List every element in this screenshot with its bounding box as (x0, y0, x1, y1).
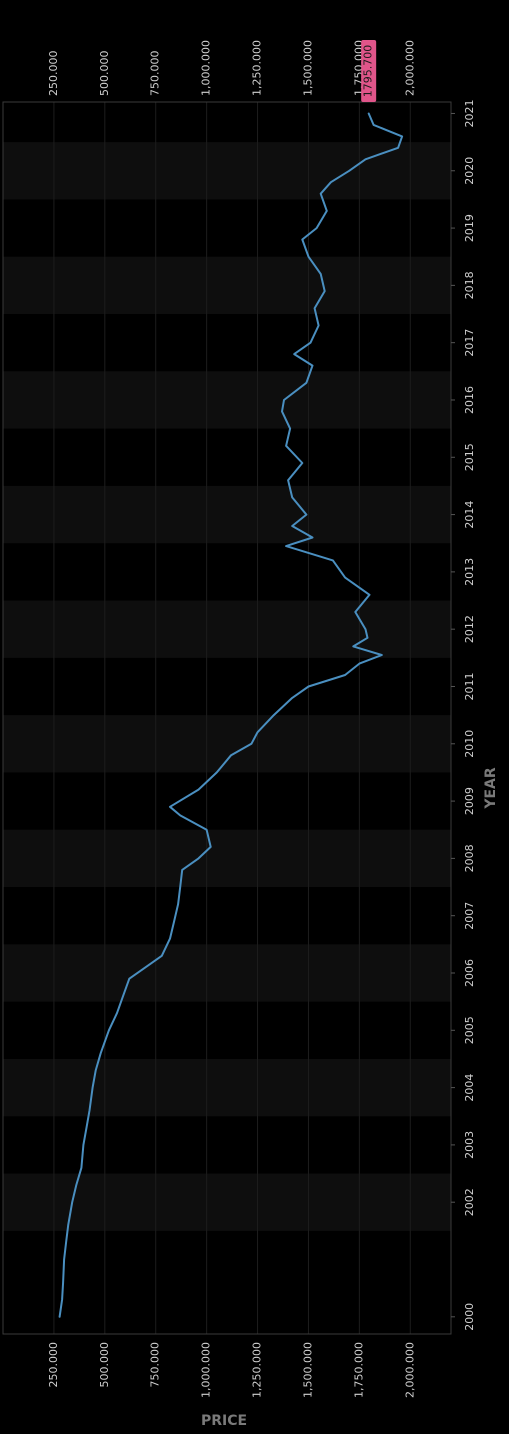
year-tick-label: 2015 (463, 443, 476, 471)
year-band (3, 600, 451, 658)
grid-lines (53, 102, 411, 1334)
year-tick-label: 2008 (463, 844, 476, 872)
price-tick-label-bottom: 250.000 (47, 1342, 60, 1388)
x-axis-title: YEAR (483, 767, 499, 810)
year-tick-label: 2014 (463, 501, 476, 529)
year-band (3, 1173, 451, 1231)
year-tick-label: 2010 (463, 730, 476, 758)
price-tick-label-top: 1,000.000 (200, 40, 213, 96)
year-band (3, 485, 451, 544)
year-tick-label: 2003 (463, 1131, 476, 1159)
year-tick-label: 2017 (463, 329, 476, 357)
year-tick-label: 2006 (463, 959, 476, 987)
price-series-line (58, 112, 404, 1318)
price-tick-label-bottom: 750.000 (149, 1342, 162, 1388)
year-tick-label: 2018 (463, 271, 476, 299)
year-tick-label: 2013 (463, 558, 476, 586)
year-tick-label: 2016 (463, 386, 476, 414)
current-price-badge-bg (361, 40, 377, 102)
price-tick-label-top: 1,500.000 (301, 40, 314, 96)
price-tick-label-top: 750.000 (149, 51, 162, 97)
series-layer (58, 112, 404, 1318)
price-tick-label-bottom: 1,000.000 (200, 1342, 213, 1398)
current-price-badge-label: 1795.700 (362, 45, 375, 98)
year-tick-label: 2000 (463, 1303, 476, 1331)
price-tick-label-bottom: 2,000.000 (403, 1342, 416, 1398)
year-tick-label: 2012 (463, 615, 476, 643)
year-band (3, 829, 451, 888)
plot-frame (2, 101, 452, 1335)
price-tick-label-top: 2,000.000 (403, 40, 416, 96)
year-tick-label: 2011 (463, 672, 476, 700)
year-band (3, 944, 451, 1002)
year-tick-label: 2021 (463, 99, 476, 127)
price-tick-label-bottom: 1,500.000 (301, 1342, 314, 1398)
price-tick-label-bottom: 1,750.000 (352, 1342, 365, 1398)
year-tick-label: 2002 (463, 1188, 476, 1216)
y-axis-title: PRICE (201, 1413, 247, 1429)
year-tick-label: 2019 (463, 214, 476, 242)
year-tick-labels: 2000 2002 2003 2004 2005 2006 2007 2008 2009 2010… (451, 99, 476, 1331)
year-tick-label: 2005 (463, 1016, 476, 1044)
price-tick-labels-bottom: 250.000 500.000 750.000 1,000.000 1,250.000 1… (47, 1342, 416, 1398)
current-price-badge: 1795.700 (361, 40, 377, 102)
price-tick-label-top: 250.000 (47, 51, 60, 96)
year-band (3, 371, 451, 429)
year-tick-label: 2009 (463, 787, 476, 815)
year-band (3, 256, 451, 315)
year-tick-label: 2004 (463, 1074, 476, 1102)
year-tick-label: 2007 (463, 902, 476, 930)
year-band (3, 715, 451, 773)
price-tick-label-bottom: 500.000 (98, 1342, 111, 1388)
year-band (3, 142, 451, 200)
year-bands (3, 142, 451, 1231)
year-band (3, 1058, 451, 1117)
price-tick-label-top: 1,250.000 (251, 40, 264, 96)
price-tick-label-top: 500.000 (98, 51, 111, 96)
price-tick-label-bottom: 1,250.000 (251, 1342, 264, 1398)
year-tick-label: 2020 (463, 157, 476, 185)
